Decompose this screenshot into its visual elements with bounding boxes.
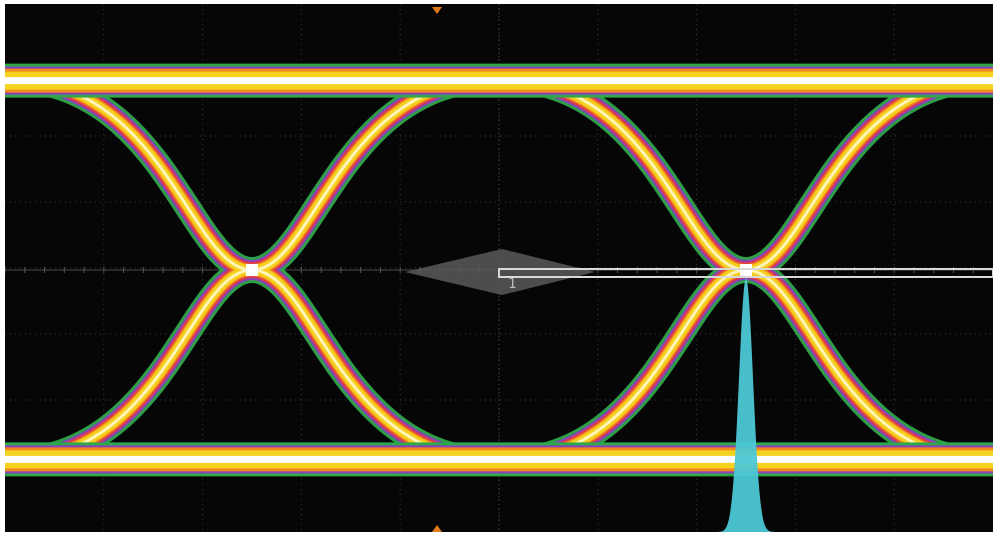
reference-label: 1 <box>508 276 516 292</box>
bottom-trigger-marker-icon <box>432 525 442 532</box>
crossing-point-marker <box>246 264 258 276</box>
histogram-peak <box>716 278 776 532</box>
eye-diagram-display: 1 <box>5 4 993 532</box>
rail-band-white <box>5 77 993 463</box>
trigger-markers <box>432 7 442 532</box>
top-trigger-marker-icon <box>432 7 442 14</box>
jitter-histogram <box>716 278 776 532</box>
eye-diagram-chart: 1 <box>5 4 993 532</box>
cursor-bar[interactable] <box>498 268 993 278</box>
measurement-cursor[interactable] <box>498 268 993 278</box>
